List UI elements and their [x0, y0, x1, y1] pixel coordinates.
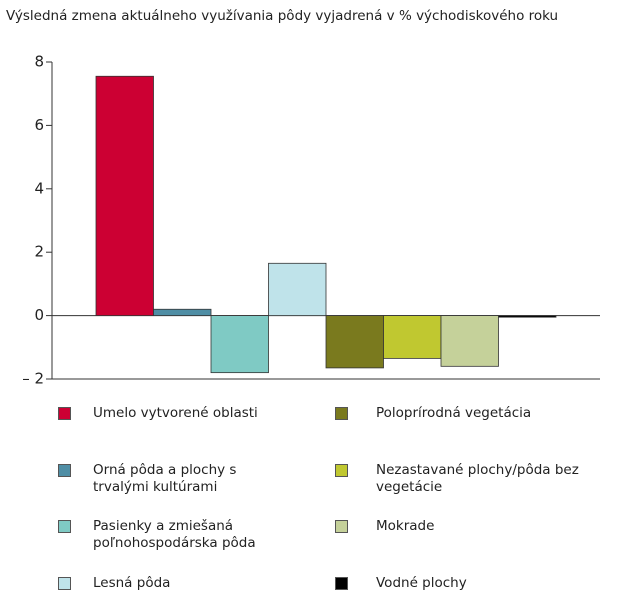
bar: [498, 315, 557, 318]
bar: [440, 315, 499, 367]
bar: [210, 315, 269, 374]
legend-swatch: [335, 520, 348, 533]
legend-label: Nezastavané plochy/pôda bez vegetácie: [376, 461, 579, 495]
bar: [325, 315, 384, 369]
y-tick-label: 4: [34, 179, 44, 197]
legend-label: Orná pôda a plochy s trvalými kultúrami: [93, 461, 237, 495]
legend-label: Vodné plochy: [376, 574, 467, 591]
legend-label: Pasienky a zmiešaná poľnohospodárska pôd…: [93, 518, 256, 551]
legend-label: Mokrade: [376, 518, 435, 534]
legend-swatch: [335, 407, 348, 420]
y-tick-label: 6: [34, 116, 44, 134]
chart: – 2 0 2 4 6 8: [22, 53, 600, 388]
legend-swatch: [58, 520, 71, 533]
legend-swatch: [335, 576, 348, 590]
y-tick-label: 8: [34, 53, 44, 71]
bar: [95, 75, 154, 317]
legend-swatch: [335, 463, 348, 477]
legend-swatch: [58, 576, 71, 590]
legend-label: Umelo vytvorené oblasti: [93, 405, 258, 421]
bar: [153, 308, 212, 317]
legend-swatch: [58, 407, 71, 420]
legend-swatch: [58, 463, 71, 477]
y-tick-label: 0: [34, 306, 44, 324]
legend-label: Poloprírodná vegetácia: [376, 405, 532, 421]
legend-label: Lesná pôda: [93, 574, 171, 591]
bar: [383, 315, 442, 359]
bar: [268, 262, 327, 317]
y-tick-label: – 2: [22, 370, 44, 388]
chart-title: Výsledná zmena aktuálneho využívania pôd…: [6, 8, 559, 24]
y-tick-label: 2: [34, 243, 44, 261]
